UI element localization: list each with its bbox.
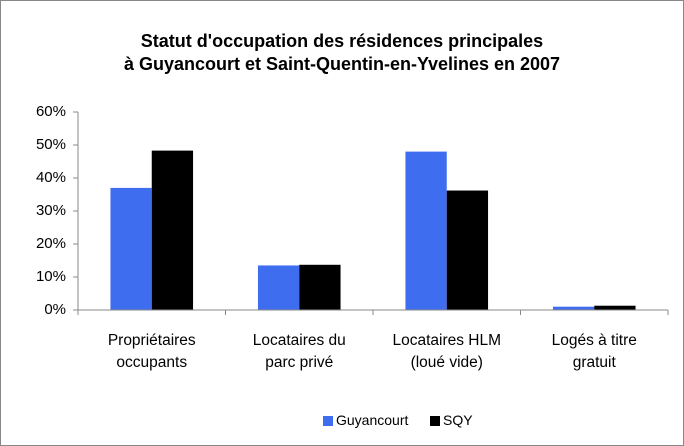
bar	[151, 150, 194, 310]
bar	[446, 190, 489, 310]
x-tick-label: Locataires du parc privé	[252, 332, 346, 372]
legend-label: SQY	[443, 412, 473, 428]
y-tick-label: 40%	[35, 169, 66, 186]
y-tick-label: 20%	[35, 235, 66, 252]
bar	[299, 264, 341, 310]
y-tick-label: 50%	[35, 136, 66, 153]
x-tick-label: Propriétaires occupants	[107, 332, 196, 372]
bar	[552, 306, 595, 310]
y-tick-label: 10%	[35, 268, 66, 285]
legend-label: Guyancourt	[336, 412, 409, 428]
chart-title: Statut d'occupation des résidences princ…	[123, 31, 561, 75]
x-tick-label: Logés à titre gratuit	[551, 332, 637, 372]
bar	[257, 265, 300, 310]
bar	[110, 187, 152, 310]
bar	[405, 151, 447, 310]
y-tick-label: 0%	[44, 301, 66, 318]
legend-swatch	[323, 416, 333, 426]
bar	[594, 305, 636, 310]
legend-swatch	[430, 416, 440, 426]
x-tick-label: Locataires HLM (loué vide)	[392, 332, 502, 372]
y-tick-label: 60%	[35, 103, 66, 120]
y-tick-label: 30%	[35, 202, 66, 219]
